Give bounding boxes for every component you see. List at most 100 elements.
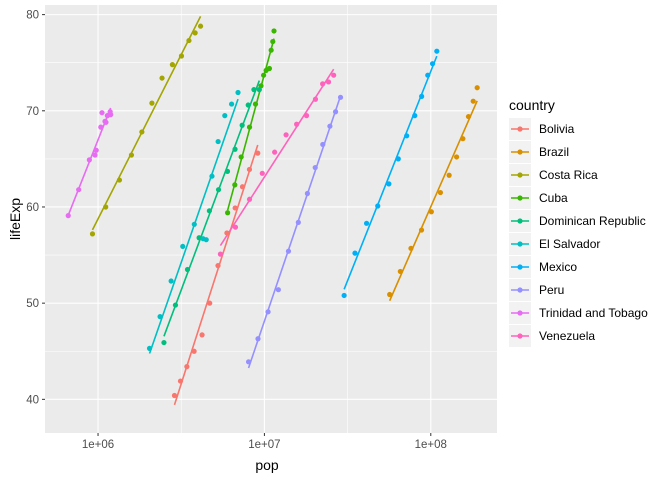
point-1-1	[397, 268, 403, 275]
point-6-3	[375, 203, 381, 209]
point-0-2	[184, 364, 190, 370]
point-9-11	[331, 72, 337, 78]
point-8-3	[92, 152, 98, 158]
point-2-4	[139, 129, 145, 135]
point-3-3	[246, 124, 253, 130]
point-6-7	[412, 113, 418, 119]
point-6-6	[404, 133, 410, 139]
point-7-4	[285, 248, 292, 254]
point-1-6	[446, 172, 452, 178]
point-6-9	[425, 72, 431, 78]
legend-key-point	[517, 172, 523, 178]
point-2-3	[128, 152, 135, 158]
point-6-2	[363, 220, 370, 226]
point-7-11	[337, 94, 344, 100]
point-5-6	[203, 237, 209, 243]
point-4-7	[232, 146, 238, 152]
point-6-8	[419, 93, 425, 99]
point-0-1	[177, 378, 184, 384]
point-4-0	[161, 339, 167, 346]
point-9-6	[294, 121, 300, 127]
x-tick-label: 1e+07	[248, 439, 280, 451]
point-3-6	[261, 72, 267, 78]
point-2-9	[186, 37, 192, 44]
point-9-3	[259, 170, 265, 176]
data-points	[65, 23, 480, 399]
point-3-4	[252, 101, 259, 107]
x-tick-label: 1e+06	[82, 439, 114, 451]
legend-key-point	[517, 149, 523, 155]
legend-title: country	[509, 97, 555, 113]
x-tick-label: 1e+08	[415, 439, 447, 451]
legend-label-0: Bolivia	[539, 122, 575, 136]
point-5-1	[157, 314, 163, 320]
point-4-2	[184, 266, 191, 273]
point-2-7	[169, 62, 176, 68]
point-0-10	[246, 166, 253, 173]
legend-label-9: Venezuela	[539, 329, 595, 343]
point-1-4	[428, 209, 434, 215]
point-0-0	[171, 392, 178, 399]
point-6-11	[434, 48, 440, 54]
point-7-2	[265, 309, 271, 315]
legend-key-point	[517, 333, 523, 339]
point-4-4	[206, 208, 212, 214]
point-9-8	[312, 96, 319, 102]
point-9-5	[283, 132, 289, 138]
point-1-3	[418, 227, 425, 233]
point-9-7	[303, 113, 310, 119]
point-1-5	[437, 189, 444, 196]
panel-background	[45, 5, 497, 433]
point-1-8	[460, 136, 466, 142]
point-0-4	[199, 332, 205, 338]
y-tick-label: 60	[26, 202, 39, 214]
point-4-1	[172, 302, 179, 308]
legend-key-point	[517, 241, 523, 247]
point-1-11	[474, 85, 480, 91]
trend-line-7	[247, 95, 342, 369]
legend-key-point	[517, 264, 523, 270]
point-4-6	[224, 168, 231, 174]
point-4-10	[251, 87, 257, 93]
point-3-2	[238, 154, 244, 160]
point-8-9	[104, 113, 110, 119]
legend-label-8: Trinidad and Tobago	[539, 306, 648, 320]
point-3-9	[268, 47, 274, 53]
point-9-1	[232, 224, 239, 230]
grid-minor	[45, 5, 497, 433]
point-9-2	[246, 196, 253, 202]
legend-key-point	[517, 310, 523, 316]
point-8-5	[98, 124, 104, 130]
point-6-4	[386, 181, 392, 187]
legend-key-point	[517, 218, 523, 224]
point-1-7	[453, 154, 460, 160]
legend-label-1: Brazil	[539, 145, 569, 159]
point-0-11	[255, 150, 261, 156]
point-6-0	[341, 292, 347, 299]
point-0-7	[224, 230, 230, 236]
y-tick-label: 70	[26, 106, 39, 118]
legend-label-5: El Salvador	[539, 237, 600, 251]
legend-label-4: Dominican Republic	[539, 214, 646, 228]
point-7-5	[295, 219, 301, 225]
point-5-0	[146, 345, 153, 351]
point-2-8	[178, 53, 185, 59]
point-2-0	[89, 231, 96, 237]
point-1-2	[408, 245, 414, 251]
point-8-11	[99, 110, 105, 116]
point-7-7	[312, 164, 318, 171]
legend-key-point	[517, 287, 523, 293]
legend-label-6: Mexico	[539, 260, 577, 274]
point-5-7	[209, 173, 215, 179]
point-7-6	[304, 190, 311, 197]
point-1-9	[465, 113, 472, 120]
point-9-10	[325, 79, 332, 85]
point-5-2	[168, 278, 174, 284]
point-6-10	[429, 61, 436, 67]
point-2-11	[197, 23, 204, 29]
trend-line-1	[388, 100, 478, 302]
point-0-5	[207, 300, 213, 306]
y-tick-label: 40	[26, 394, 39, 406]
point-5-8	[215, 138, 221, 145]
